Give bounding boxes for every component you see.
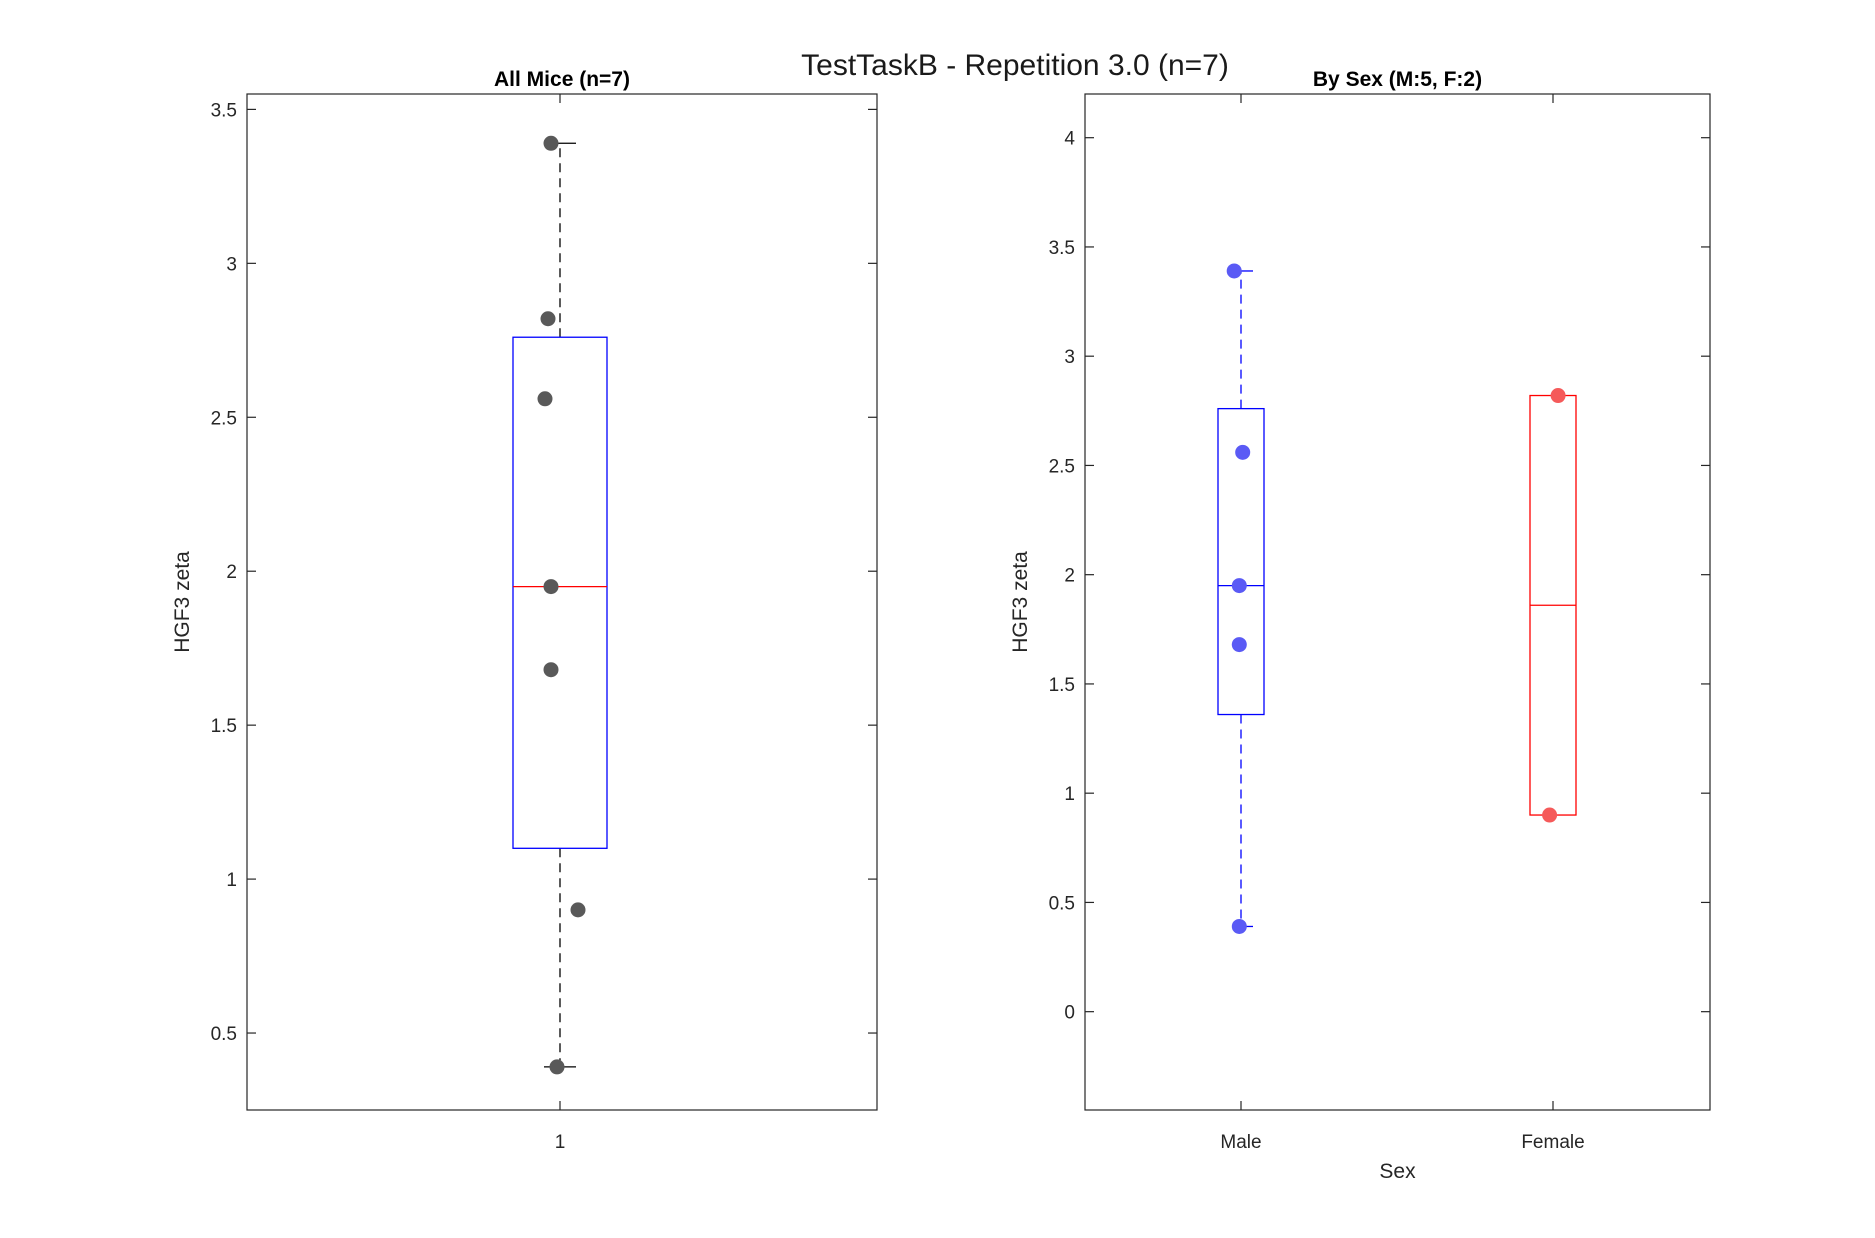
y-tick-label: 4: [1064, 129, 1075, 150]
y-axis-label: HGF3 zeta: [171, 551, 194, 653]
chart-panel-1: 0.5 1 1.5 2 2.5 3 3.5 1 All Mice (n=7) HGF3 zeta: [171, 68, 878, 1153]
y-axis-label: HGF3 zeta: [1009, 551, 1032, 653]
y-tick-label: 3: [226, 254, 237, 275]
data-point: [1235, 444, 1251, 460]
data-point: [1226, 263, 1242, 279]
data-point: [543, 579, 559, 595]
y-tick-label: 3.5: [1049, 238, 1075, 259]
axes-frame: [1084, 93, 1711, 1111]
data-point: [570, 902, 586, 918]
axes-frame: [246, 93, 878, 1111]
data-point: [543, 662, 559, 678]
y-tick-label: 2.5: [1049, 456, 1075, 477]
x-axis-label: Sex: [1379, 1160, 1416, 1183]
y-tick-label: 0.5: [1049, 893, 1075, 914]
axes-title: By Sex (M:5, F:2): [1313, 68, 1482, 91]
data-point: [1231, 578, 1247, 594]
x-tick-label: 1: [555, 1132, 566, 1153]
data-point: [1231, 918, 1247, 934]
data-point: [1231, 637, 1247, 653]
data-point: [540, 311, 556, 327]
y-tick-label: 3.5: [211, 100, 237, 121]
figure-title: TestTaskB - Repetition 3.0 (n=7): [801, 49, 1229, 82]
x-tick-label: Female: [1521, 1132, 1584, 1153]
data-point: [537, 391, 553, 407]
data-point: [1542, 807, 1558, 823]
data-point: [543, 135, 559, 151]
data-point: [549, 1059, 565, 1075]
data-point: [1550, 388, 1566, 404]
y-tick-label: 1: [1064, 784, 1075, 805]
box: [512, 336, 608, 849]
y-tick-label: 2: [1064, 566, 1075, 587]
box: [1217, 407, 1265, 716]
y-tick-label: 0: [1064, 1003, 1075, 1024]
y-tick-label: 0.5: [211, 1024, 237, 1045]
y-tick-label: 2: [226, 562, 237, 583]
y-tick-label: 1: [226, 870, 237, 891]
x-tick-label: Male: [1220, 1132, 1261, 1153]
y-tick-label: 1.5: [1049, 675, 1075, 696]
y-tick-label: 2.5: [211, 408, 237, 429]
axes-title: All Mice (n=7): [494, 68, 630, 91]
chart-panel-2: 0 0.5 1 1.5 2 2.5 3 3.5 4 Male Female By Sex (M:5, …: [1009, 68, 1711, 1183]
y-tick-label: 3: [1064, 347, 1075, 368]
y-tick-label: 1.5: [211, 716, 237, 737]
